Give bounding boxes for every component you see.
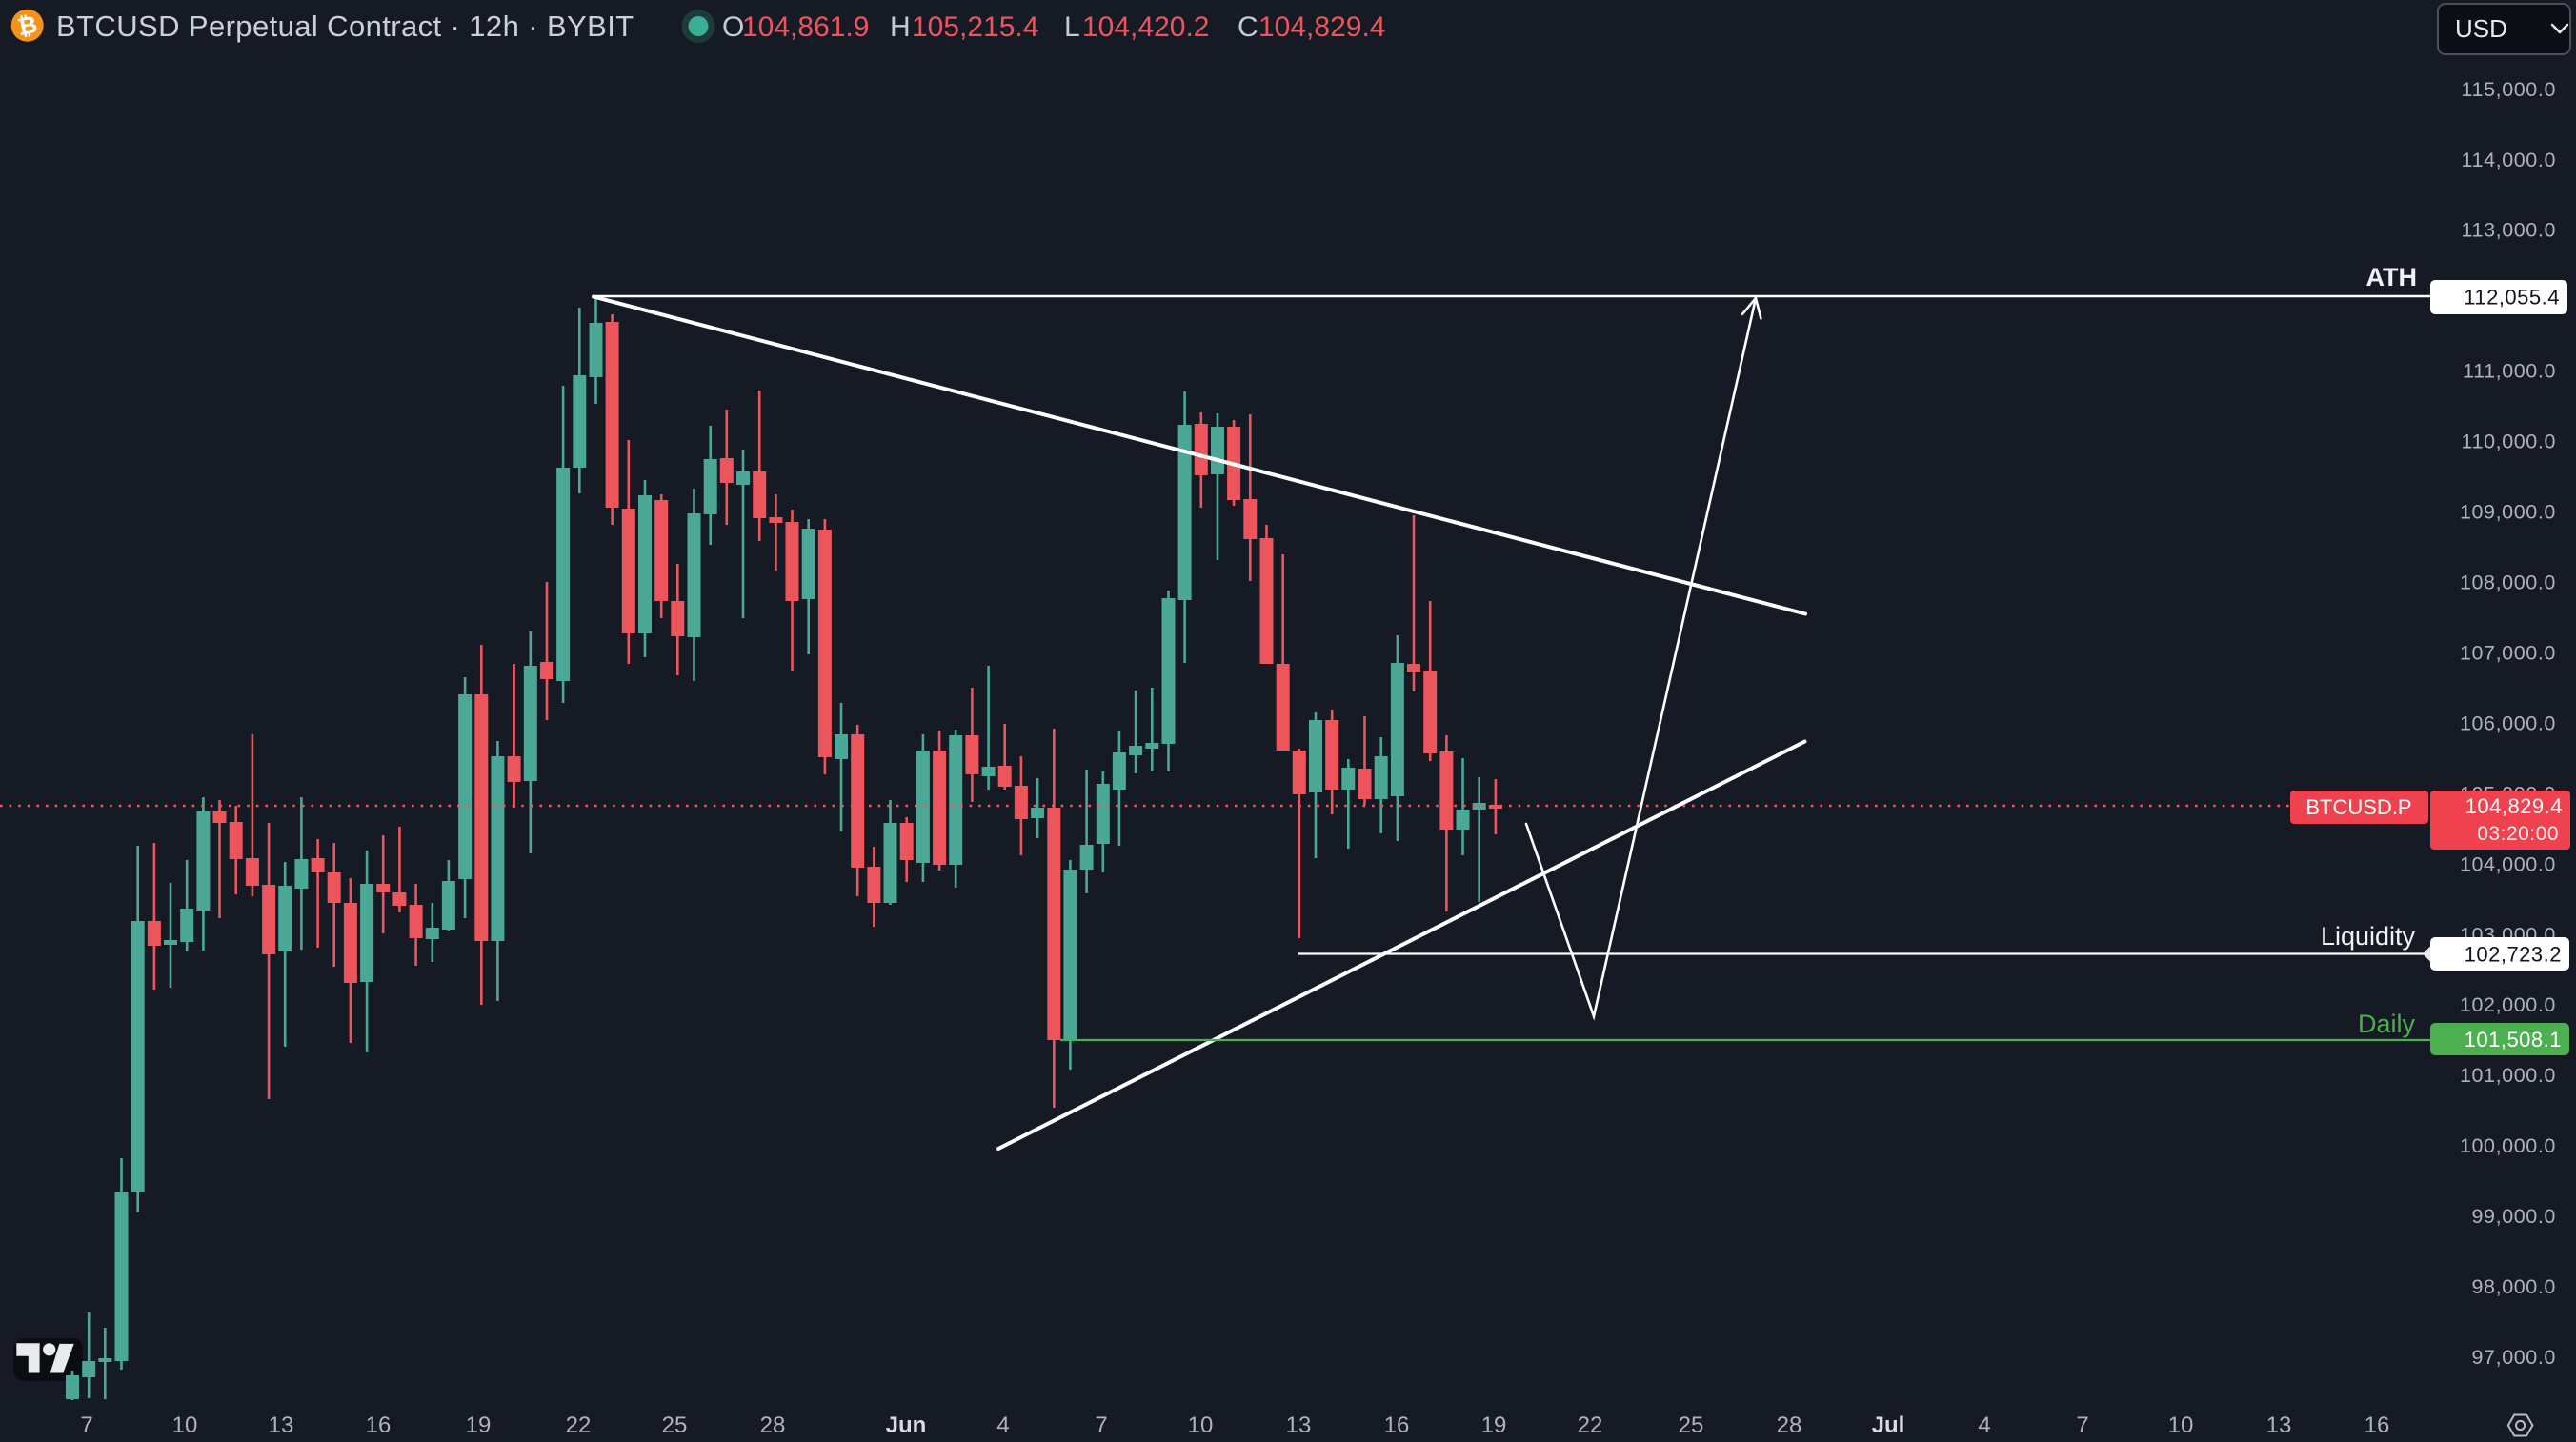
svg-text:BTCUSD.P: BTCUSD.P xyxy=(2305,795,2411,819)
svg-text:4: 4 xyxy=(996,1412,1009,1438)
svg-text:C: C xyxy=(1238,11,1258,43)
svg-text:107,000.0: 107,000.0 xyxy=(2460,641,2556,664)
svg-text:7: 7 xyxy=(1095,1412,1107,1438)
svg-text:Liquidity: Liquidity xyxy=(2321,922,2416,951)
svg-text:112,055.4: 112,055.4 xyxy=(2464,286,2560,310)
svg-text:115,000.0: 115,000.0 xyxy=(2462,78,2556,101)
svg-text:114,000.0: 114,000.0 xyxy=(2462,149,2556,171)
svg-text:28: 28 xyxy=(760,1412,786,1438)
svg-text:99,000.0: 99,000.0 xyxy=(2472,1205,2557,1228)
svg-text:22: 22 xyxy=(1578,1412,1603,1438)
svg-text:98,000.0: 98,000.0 xyxy=(2472,1275,2557,1298)
svg-text:13: 13 xyxy=(2266,1412,2292,1438)
svg-text:03:20:00: 03:20:00 xyxy=(2477,823,2559,845)
svg-text:101,000.0: 101,000.0 xyxy=(2460,1064,2556,1087)
svg-text:BTCUSD Perpetual Contract · 12: BTCUSD Perpetual Contract · 12h · BYBIT xyxy=(56,10,634,43)
svg-text:16: 16 xyxy=(1384,1412,1410,1438)
svg-text:16: 16 xyxy=(2365,1412,2390,1438)
svg-text:19: 19 xyxy=(1481,1412,1507,1438)
svg-text:102,000.0: 102,000.0 xyxy=(2460,993,2556,1016)
svg-text:H: H xyxy=(890,11,911,43)
svg-text:10: 10 xyxy=(1188,1412,1214,1438)
svg-text:106,000.0: 106,000.0 xyxy=(2460,711,2556,734)
svg-text:101,508.1: 101,508.1 xyxy=(2465,1028,2562,1051)
svg-text:109,000.0: 109,000.0 xyxy=(2460,501,2556,524)
svg-text:L: L xyxy=(1064,11,1080,43)
svg-text:ATH: ATH xyxy=(2366,263,2418,291)
svg-text:19: 19 xyxy=(466,1412,492,1438)
svg-text:113,000.0: 113,000.0 xyxy=(2462,219,2556,242)
svg-text:104,420.2: 104,420.2 xyxy=(1082,11,1209,43)
svg-text:110,000.0: 110,000.0 xyxy=(2462,431,2556,453)
svg-text:Jun: Jun xyxy=(886,1412,927,1438)
svg-text:105,215.4: 105,215.4 xyxy=(912,11,1038,43)
svg-text:10: 10 xyxy=(2168,1412,2194,1438)
svg-text:16: 16 xyxy=(366,1412,392,1438)
svg-text:104,829.4: 104,829.4 xyxy=(2465,794,2563,818)
svg-text:108,000.0: 108,000.0 xyxy=(2460,571,2556,594)
svg-text:7: 7 xyxy=(2076,1412,2088,1438)
svg-text:22: 22 xyxy=(566,1412,592,1438)
svg-text:111,000.0: 111,000.0 xyxy=(2463,360,2556,383)
svg-text:25: 25 xyxy=(662,1412,688,1438)
svg-text:25: 25 xyxy=(1679,1412,1704,1438)
svg-text:97,000.0: 97,000.0 xyxy=(2472,1346,2557,1369)
svg-text:O: O xyxy=(722,11,744,43)
svg-text:100,000.0: 100,000.0 xyxy=(2460,1134,2556,1157)
svg-text:Daily: Daily xyxy=(2358,1010,2416,1038)
svg-text:104,861.9: 104,861.9 xyxy=(742,11,869,43)
svg-text:Jul: Jul xyxy=(1872,1412,1905,1438)
svg-text:102,723.2: 102,723.2 xyxy=(2465,943,2562,967)
svg-text:104,000.0: 104,000.0 xyxy=(2460,852,2556,875)
svg-text:13: 13 xyxy=(1286,1412,1312,1438)
svg-text:13: 13 xyxy=(269,1412,294,1438)
svg-text:USD: USD xyxy=(2455,14,2507,43)
svg-text:28: 28 xyxy=(1777,1412,1802,1438)
svg-text:4: 4 xyxy=(1978,1412,1990,1438)
svg-text:10: 10 xyxy=(172,1412,198,1438)
svg-text:104,829.4: 104,829.4 xyxy=(1258,11,1385,43)
svg-text:7: 7 xyxy=(80,1412,92,1438)
